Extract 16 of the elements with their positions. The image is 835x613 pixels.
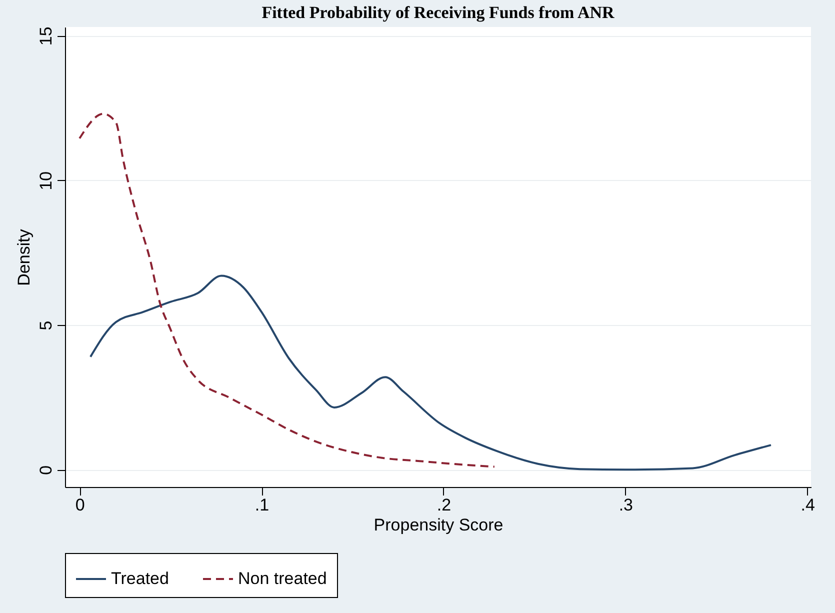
y-tick-label: 5	[36, 320, 56, 330]
y-tick-label: 15	[36, 26, 56, 46]
chart-title: Fitted Probability of Receiving Funds from ANR	[262, 3, 616, 22]
x-tick-label: 0	[75, 496, 85, 514]
x-tick-label: .3	[618, 496, 634, 514]
x-tick-label: .1	[254, 496, 270, 514]
legend-label: Treated	[111, 569, 169, 588]
x-tick-label: .4	[800, 496, 815, 514]
y-tick-label: 10	[36, 171, 56, 190]
y-tick-label: 0	[36, 465, 56, 475]
y-axis-title: Density	[14, 228, 34, 286]
line-series	[78, 112, 496, 468]
legend-label: Non treated	[238, 569, 327, 588]
x-axis-title: Propensity Score	[374, 516, 504, 534]
x-tick-label: .2	[436, 496, 452, 514]
line-series	[89, 274, 772, 471]
